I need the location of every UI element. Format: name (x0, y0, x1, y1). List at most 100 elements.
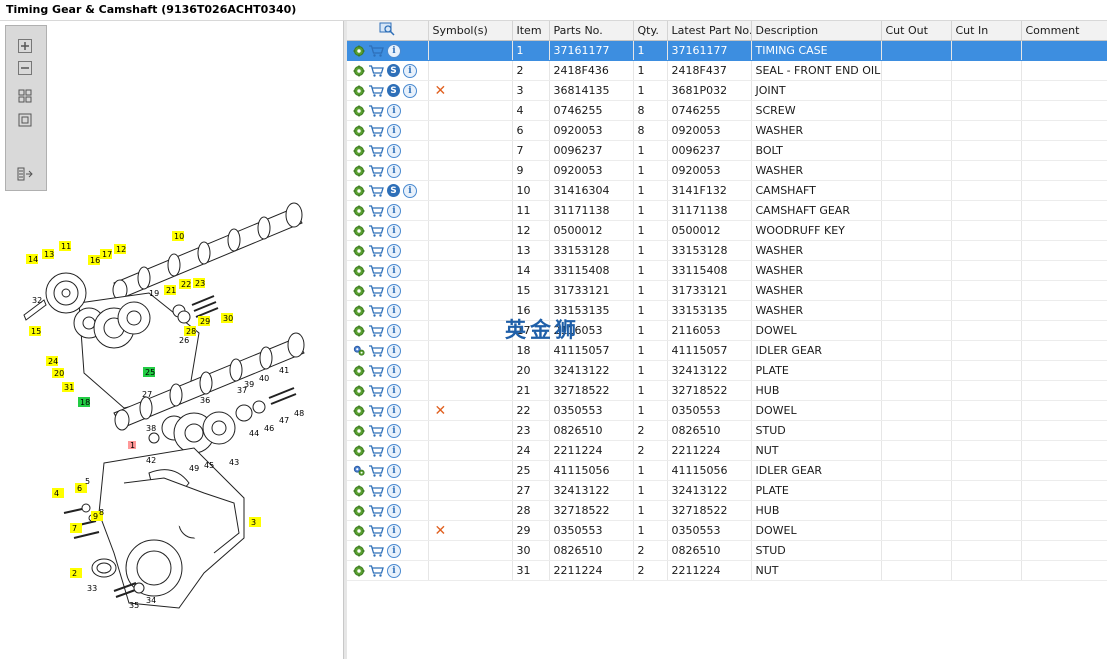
latest-part-number-cell[interactable]: 33115408 (667, 260, 752, 281)
table-row[interactable]: i 25 41115056 1 41115056 IDLER GEAR (347, 460, 1107, 481)
latest-part-number-cell[interactable]: 32413122 (667, 480, 752, 501)
supersession-icon[interactable]: S (387, 64, 400, 77)
shopping-cart-icon[interactable] (368, 144, 384, 157)
shopping-cart-icon[interactable] (368, 364, 384, 377)
shopping-cart-icon[interactable] (368, 224, 384, 237)
part-gear-icon[interactable] (353, 505, 365, 517)
table-row[interactable]: i 14 33115408 1 33115408 WASHER (347, 260, 1107, 281)
shopping-cart-icon[interactable] (368, 104, 384, 117)
table-row[interactable]: i 7 0096237 1 0096237 BOLT (347, 140, 1107, 161)
shopping-cart-icon[interactable] (368, 424, 384, 437)
info-icon[interactable]: i (387, 563, 401, 578)
latest-part-number-cell[interactable]: 31171138 (667, 200, 752, 221)
info-icon[interactable]: i (387, 43, 401, 58)
part-gear-icon[interactable] (353, 65, 365, 77)
part-gear-icon[interactable] (353, 85, 365, 97)
column-header-qty[interactable]: Qty. (633, 21, 668, 41)
shopping-cart-icon[interactable] (368, 284, 384, 297)
shopping-cart-icon[interactable] (368, 304, 384, 317)
part-number-cell[interactable]: 33153128 (549, 240, 634, 261)
part-number-cell[interactable]: 0746255 (549, 100, 634, 121)
latest-part-number-cell[interactable]: 0920053 (667, 160, 752, 181)
assembly-gears-icon[interactable] (353, 465, 365, 477)
info-icon[interactable]: i (387, 163, 401, 178)
shopping-cart-icon[interactable] (368, 404, 384, 417)
info-icon[interactable]: i (387, 423, 401, 438)
part-gear-icon[interactable] (353, 145, 365, 157)
part-number-cell[interactable]: 41115056 (549, 460, 634, 481)
info-icon[interactable]: i (387, 523, 401, 538)
export-icon[interactable] (15, 164, 35, 184)
part-number-cell[interactable]: 31171138 (549, 200, 634, 221)
latest-part-number-cell[interactable]: 32413122 (667, 360, 752, 381)
table-row[interactable]: i 12 0500012 1 0500012 WOODRUFF KEY (347, 220, 1107, 241)
part-gear-icon[interactable] (353, 525, 365, 537)
column-header-cut-out[interactable]: Cut Out (881, 21, 952, 41)
latest-part-number-cell[interactable]: 0096237 (667, 140, 752, 161)
part-number-cell[interactable]: 41115057 (549, 340, 634, 361)
part-number-cell[interactable]: 0350553 (549, 400, 634, 421)
shopping-cart-icon[interactable] (368, 444, 384, 457)
part-gear-icon[interactable] (353, 565, 365, 577)
shopping-cart-icon[interactable] (368, 504, 384, 517)
supersession-icon[interactable]: S (387, 184, 400, 197)
info-icon[interactable]: i (403, 83, 417, 98)
column-header-latest-part-no[interactable]: Latest Part No. (667, 21, 752, 41)
latest-part-number-cell[interactable]: 41115057 (667, 340, 752, 361)
part-gear-icon[interactable] (353, 45, 365, 57)
shopping-cart-icon[interactable] (368, 184, 384, 197)
part-number-cell[interactable]: 32718522 (549, 500, 634, 521)
part-gear-icon[interactable] (353, 125, 365, 137)
part-gear-icon[interactable] (353, 485, 365, 497)
table-row[interactable]: i 15 31733121 1 31733121 WASHER (347, 280, 1107, 301)
pane-splitter[interactable] (344, 21, 347, 659)
part-gear-icon[interactable] (353, 385, 365, 397)
info-icon[interactable]: i (387, 403, 401, 418)
part-number-cell[interactable]: 0920053 (549, 160, 634, 181)
zoom-in-icon[interactable] (15, 36, 35, 56)
column-header-actions[interactable] (347, 21, 429, 41)
shopping-cart-icon[interactable] (368, 64, 384, 77)
part-gear-icon[interactable] (353, 425, 365, 437)
info-icon[interactable]: i (387, 463, 401, 478)
part-number-cell[interactable]: 2418F436 (549, 60, 634, 81)
shopping-cart-icon[interactable] (368, 464, 384, 477)
table-row[interactable]: i 4 0746255 8 0746255 SCREW (347, 100, 1107, 121)
latest-part-number-cell[interactable]: 32718522 (667, 500, 752, 521)
actual-size-icon[interactable] (15, 110, 35, 130)
info-icon[interactable]: i (387, 123, 401, 138)
part-number-cell[interactable]: 0350553 (549, 520, 634, 541)
part-gear-icon[interactable] (353, 225, 365, 237)
shopping-cart-icon[interactable] (368, 84, 384, 97)
info-icon[interactable]: i (387, 143, 401, 158)
table-row[interactable]: i 9 0920053 1 0920053 WASHER (347, 160, 1107, 181)
column-header-symbols[interactable]: Symbol(s) (428, 21, 513, 41)
latest-part-number-cell[interactable]: 0500012 (667, 220, 752, 241)
latest-part-number-cell[interactable]: 41115056 (667, 460, 752, 481)
part-number-cell[interactable]: 0826510 (549, 540, 634, 561)
part-number-cell[interactable]: 0920053 (549, 120, 634, 141)
info-icon[interactable]: i (387, 543, 401, 558)
latest-part-number-cell[interactable]: 33153135 (667, 300, 752, 321)
info-icon[interactable]: i (387, 443, 401, 458)
part-gear-icon[interactable] (353, 265, 365, 277)
part-gear-icon[interactable] (353, 545, 365, 557)
shopping-cart-icon[interactable] (368, 384, 384, 397)
shopping-cart-icon[interactable] (368, 244, 384, 257)
supersession-icon[interactable]: S (387, 84, 400, 97)
part-number-cell[interactable]: 33115408 (549, 260, 634, 281)
latest-part-number-cell[interactable]: 0920053 (667, 120, 752, 141)
column-header-parts-no[interactable]: Parts No. (549, 21, 634, 41)
table-row[interactable]: i 27 32413122 1 32413122 PLATE (347, 480, 1107, 501)
table-row[interactable]: i 11 31171138 1 31171138 CAMSHAFT GEAR (347, 200, 1107, 221)
part-number-cell[interactable]: 32413122 (549, 360, 634, 381)
info-icon[interactable]: i (387, 363, 401, 378)
latest-part-number-cell[interactable]: 33153128 (667, 240, 752, 261)
part-number-cell[interactable]: 0500012 (549, 220, 634, 241)
shopping-cart-icon[interactable] (368, 324, 384, 337)
assembly-gears-icon[interactable] (353, 345, 365, 357)
latest-part-number-cell[interactable]: 0746255 (667, 100, 752, 121)
table-row[interactable]: i 28 32718522 1 32718522 HUB (347, 500, 1107, 521)
info-icon[interactable]: i (387, 343, 401, 358)
